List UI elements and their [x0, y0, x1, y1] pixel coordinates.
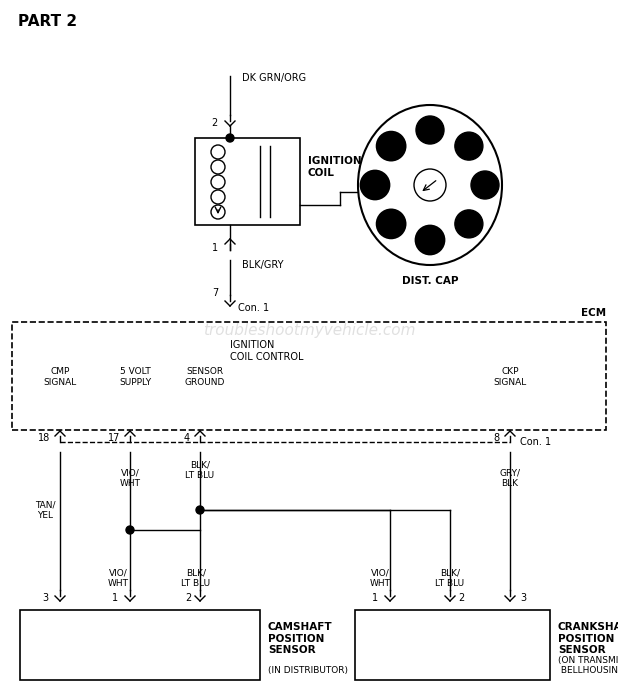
Text: TAN/
YEL: TAN/ YEL	[35, 500, 55, 519]
Bar	[12, 322, 606, 430]
Text: 5 VOLT
SUPPLY: 5 VOLT SUPPLY	[119, 368, 151, 386]
Text: 6: 6	[466, 219, 472, 229]
Bar	[20, 610, 260, 680]
Circle shape	[416, 116, 444, 144]
Circle shape	[471, 171, 499, 199]
Text: IGNITION
COIL CONTROL: IGNITION COIL CONTROL	[230, 340, 303, 362]
Text: PART 2: PART 2	[18, 14, 77, 29]
Text: troubleshootmyvehicle.com: troubleshootmyvehicle.com	[203, 323, 415, 337]
Text: 17: 17	[108, 433, 120, 443]
Circle shape	[126, 526, 134, 534]
Text: CAMSHAFT
POSITION
SENSOR: CAMSHAFT POSITION SENSOR	[268, 622, 332, 655]
Text: 8: 8	[427, 125, 433, 135]
Text: BLK/
LT BLU: BLK/ LT BLU	[182, 568, 211, 588]
Text: 1: 1	[372, 593, 378, 603]
Text: 4: 4	[466, 141, 472, 151]
Text: 1: 1	[112, 593, 118, 603]
Text: 2: 2	[458, 593, 464, 603]
Text: BLK/GRY: BLK/GRY	[242, 260, 284, 270]
Bar	[355, 610, 550, 680]
Text: 1: 1	[387, 141, 394, 151]
Circle shape	[377, 132, 405, 160]
Text: Con. 1: Con. 1	[520, 437, 551, 447]
Text: CMP
SIGNAL: CMP SIGNAL	[43, 368, 77, 386]
Text: Con. 1: Con. 1	[238, 303, 269, 313]
Text: ECM: ECM	[581, 308, 606, 318]
Text: SENSOR
GROUND: SENSOR GROUND	[185, 368, 225, 386]
Circle shape	[196, 506, 204, 514]
Text: VIO/
WHT: VIO/ WHT	[370, 568, 391, 588]
Circle shape	[361, 171, 389, 199]
Text: BLK/
LT BLU: BLK/ LT BLU	[185, 461, 214, 480]
Text: 3: 3	[42, 593, 48, 603]
Text: 3: 3	[482, 180, 488, 190]
Text: 5: 5	[426, 235, 433, 245]
Text: 3: 3	[520, 593, 526, 603]
Text: 1: 1	[212, 243, 218, 253]
Text: CRANKSHAFT
POSITION
SENSOR: CRANKSHAFT POSITION SENSOR	[558, 622, 618, 655]
Text: 18: 18	[38, 433, 50, 443]
Polygon shape	[208, 624, 252, 660]
Text: 2: 2	[186, 593, 192, 603]
Text: 2: 2	[371, 180, 378, 190]
Text: CKP
SIGNAL: CKP SIGNAL	[493, 368, 527, 386]
Circle shape	[416, 226, 444, 254]
Text: DK GRN/ORG: DK GRN/ORG	[242, 73, 306, 83]
Circle shape	[377, 210, 405, 238]
Text: 7: 7	[212, 288, 218, 298]
Text: A: A	[224, 53, 235, 67]
Circle shape	[455, 132, 483, 160]
Text: (ON TRANSMISSION
 BELLHOUSING): (ON TRANSMISSION BELLHOUSING)	[558, 656, 618, 675]
Ellipse shape	[358, 105, 502, 265]
Text: BLK/
LT BLU: BLK/ LT BLU	[436, 568, 465, 588]
Text: GRY/
BLK: GRY/ BLK	[499, 468, 520, 488]
Text: (IN DISTRIBUTOR): (IN DISTRIBUTOR)	[268, 666, 348, 675]
Circle shape	[455, 210, 483, 238]
Text: 8: 8	[494, 433, 500, 443]
Text: DIST. CAP: DIST. CAP	[402, 276, 459, 286]
Text: IGNITION
COIL: IGNITION COIL	[308, 156, 362, 178]
Text: 4: 4	[184, 433, 190, 443]
Text: VIO/
WHT: VIO/ WHT	[119, 468, 140, 488]
Circle shape	[226, 134, 234, 142]
Text: VIO/
WHT: VIO/ WHT	[108, 568, 129, 588]
Text: 7: 7	[387, 219, 394, 229]
Bar	[195, 138, 300, 225]
Text: 2: 2	[212, 118, 218, 128]
